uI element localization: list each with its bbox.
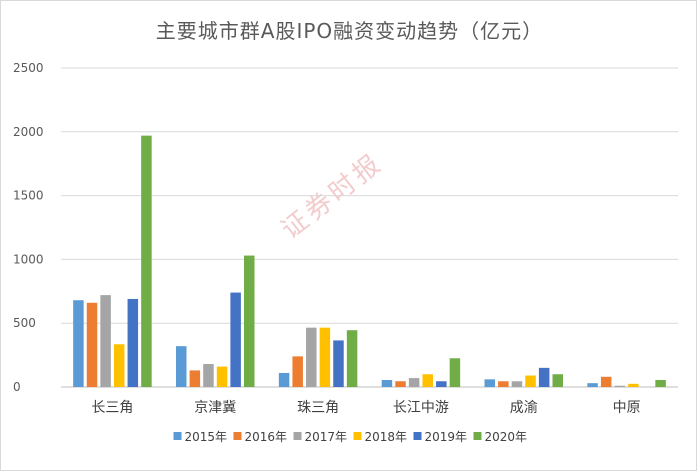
legend-label: 2016年: [245, 430, 288, 444]
x-category-label: 长江中游: [393, 400, 449, 416]
bar: [655, 379, 666, 387]
bar: [538, 367, 550, 387]
bar: [628, 383, 639, 387]
bar: [278, 372, 290, 387]
y-tick-label: 0: [13, 380, 21, 394]
bar: [230, 292, 241, 387]
bar: [244, 255, 255, 387]
bar: [511, 381, 523, 387]
bar: [614, 385, 626, 387]
bar: [449, 358, 461, 387]
legend-label: 2017年: [305, 430, 348, 444]
y-tick-label: 1500: [13, 189, 44, 203]
bar: [306, 327, 317, 387]
bar: [422, 374, 433, 387]
legend-swatch: [233, 432, 242, 440]
legend-label: 2018年: [365, 430, 408, 444]
bar: [216, 366, 228, 387]
bar: [333, 340, 344, 387]
bar: [525, 375, 536, 387]
x-category-label: 中原: [613, 400, 641, 416]
x-category-label: 珠三角: [297, 400, 339, 416]
bar: [127, 298, 139, 387]
legend-label: 2019年: [425, 430, 468, 444]
bar: [113, 344, 125, 387]
y-tick-label: 500: [13, 316, 36, 330]
bar: [292, 356, 303, 387]
bar: [73, 300, 84, 387]
bar: [346, 330, 358, 387]
bar: [203, 364, 214, 387]
legend-label: 2015年: [185, 430, 228, 444]
legend-swatch: [353, 432, 362, 440]
y-tick-label: 1000: [13, 252, 44, 266]
y-tick-label: 2000: [13, 125, 44, 139]
bar: [176, 346, 187, 387]
bar: [100, 295, 111, 387]
bar: [395, 381, 406, 387]
legend-swatch: [413, 432, 422, 440]
y-tick-label: 2500: [13, 61, 44, 75]
bar: [408, 378, 420, 387]
chart-title: 主要城市群A股IPO融资变动趋势（亿元）: [155, 19, 544, 43]
bar: [319, 327, 331, 387]
legend-swatch: [293, 432, 302, 440]
x-category-label: 长三角: [91, 400, 133, 416]
bar: [498, 381, 509, 387]
legend-swatch: [173, 432, 182, 440]
bar: [381, 379, 393, 387]
bar: [189, 370, 201, 387]
legend-swatch: [473, 432, 482, 440]
bar: [86, 302, 98, 387]
x-category-label: 成渝: [510, 400, 538, 416]
x-category-label: 京津冀: [194, 400, 236, 416]
bar: [600, 376, 612, 387]
bar: [141, 135, 152, 387]
bar: [436, 381, 447, 387]
bar: [587, 383, 598, 387]
bar: [484, 379, 495, 387]
legend-label: 2020年: [485, 430, 528, 444]
bar: [552, 374, 563, 387]
